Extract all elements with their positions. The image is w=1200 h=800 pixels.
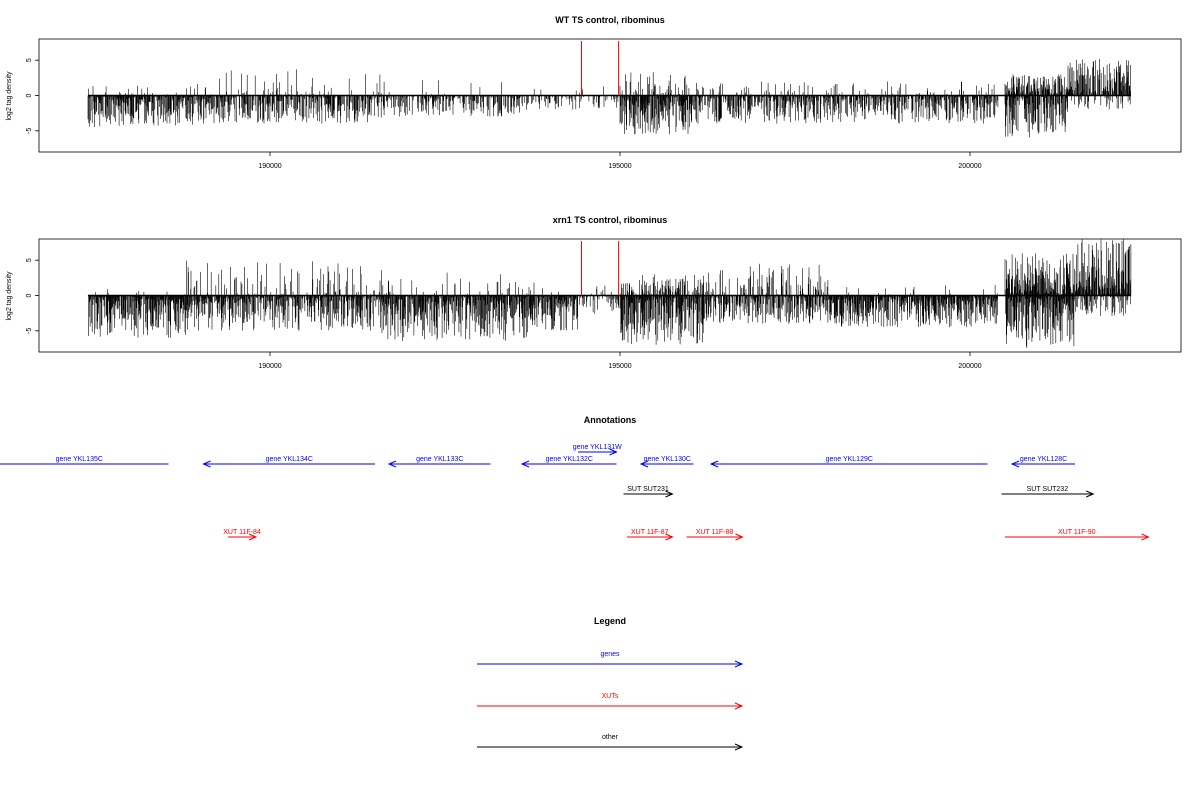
xrn1-coverage-panel: xrn1 TS control, ribominus 190000 195000 2… xyxy=(6,215,1182,370)
y-tick-label: -5 xyxy=(26,128,33,134)
x-tick-label: 190000 xyxy=(258,163,281,170)
panel-title: WT TS control, ribominus xyxy=(555,15,665,25)
x-tick-label: 200000 xyxy=(958,163,981,170)
y-axis-label: log2 tag density xyxy=(6,71,13,121)
x-tick-label: 195000 xyxy=(608,163,631,170)
panel-title: xrn1 TS control, ribominus xyxy=(553,215,668,225)
y-tick-label: 5 xyxy=(26,58,33,62)
wt-coverage-panel: WT TS control, ribominus 190000 195000 200… xyxy=(6,15,1182,170)
y-tick-label: 0 xyxy=(26,93,33,97)
